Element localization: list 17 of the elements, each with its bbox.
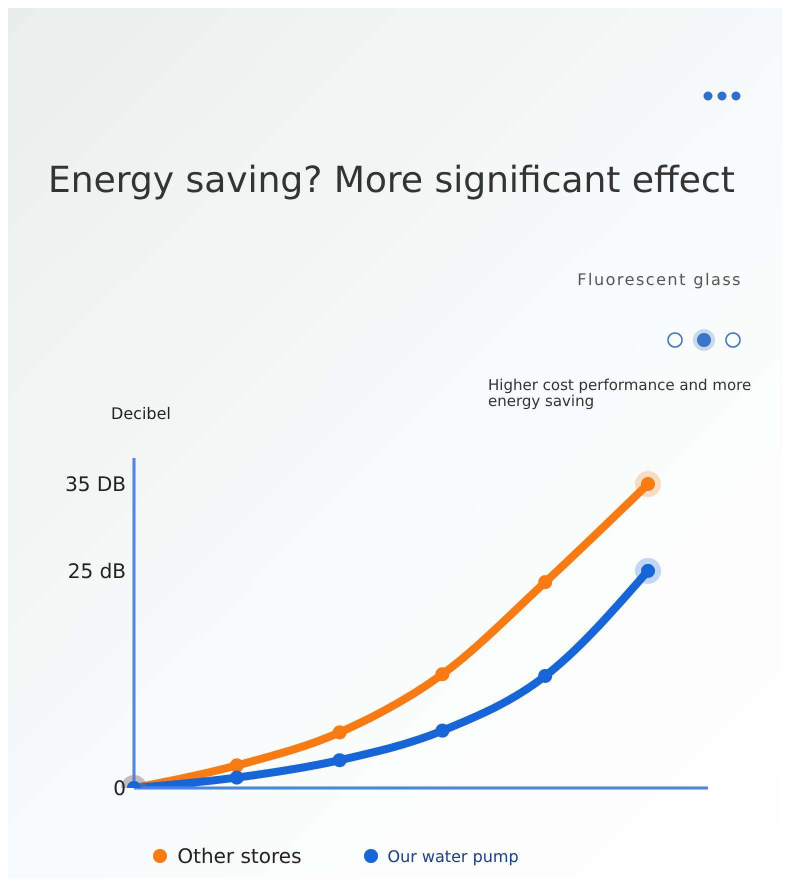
point (230, 758, 244, 772)
point (538, 668, 552, 683)
y-tick-label: 0 (113, 776, 126, 800)
chart-subtitle: Fluorescent glass (577, 270, 742, 289)
point (435, 667, 450, 682)
point (230, 770, 244, 785)
point (332, 753, 347, 768)
y-axis-title: Decibel (111, 404, 171, 423)
chart-title: Energy saving? More significant effect (48, 160, 735, 201)
y-tick-label: 35 DB (65, 472, 126, 496)
point (332, 725, 347, 740)
legend-label: Other stores (177, 844, 302, 868)
y-tick-label: 25 dB (68, 558, 126, 583)
point (538, 575, 552, 590)
point (435, 724, 450, 738)
legend-label: Our water pump (388, 846, 519, 866)
text: Higher cost performance and more energy saving (488, 376, 752, 410)
